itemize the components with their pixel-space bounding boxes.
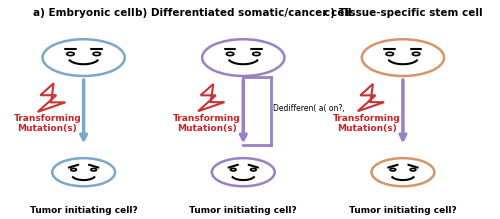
Text: Transforming
Mutation(s): Transforming Mutation(s) <box>14 114 81 133</box>
Text: Transforming
Mutation(s): Transforming Mutation(s) <box>333 114 400 133</box>
Text: b) Differentiated somatic/cancer cell: b) Differentiated somatic/cancer cell <box>135 8 352 18</box>
Text: Tumor initiating cell?: Tumor initiating cell? <box>190 206 297 215</box>
Text: Transforming
Mutation(s): Transforming Mutation(s) <box>173 114 241 133</box>
Text: Tumor initiating cell?: Tumor initiating cell? <box>30 206 138 215</box>
Text: Tumor initiating cell?: Tumor initiating cell? <box>349 206 457 215</box>
Text: Dedifferen( a( on?,: Dedifferen( a( on?, <box>273 104 344 113</box>
Text: c) Tissue-specific stem cell: c) Tissue-specific stem cell <box>324 8 482 18</box>
Text: a) Embryonic cell: a) Embryonic cell <box>33 8 134 18</box>
